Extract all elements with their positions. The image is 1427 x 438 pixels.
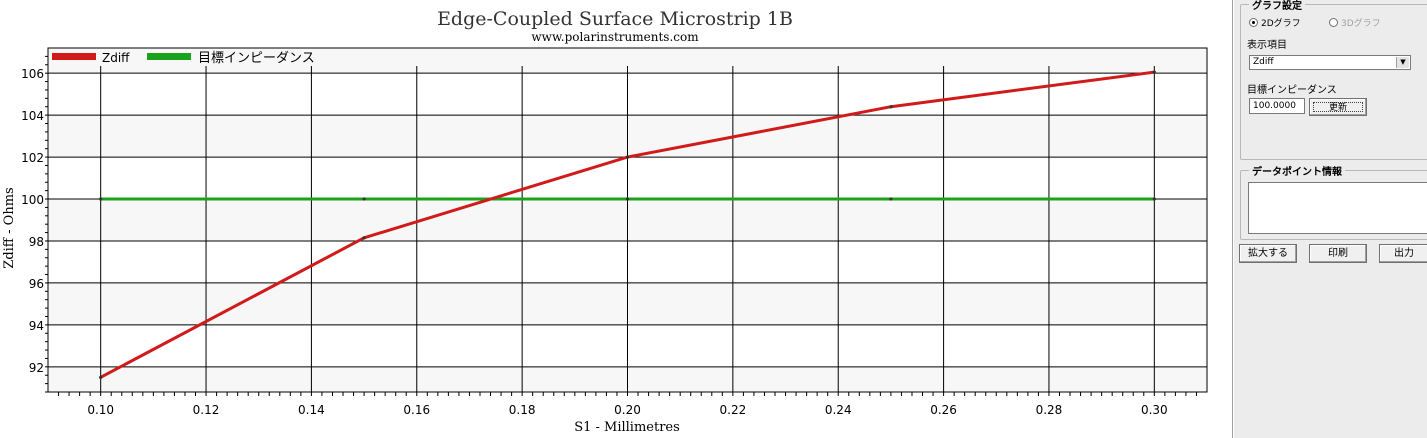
data-point-target	[1152, 197, 1156, 201]
x-tick-label: 0.30	[1141, 403, 1168, 417]
print-button[interactable]: 印刷	[1309, 244, 1367, 263]
data-point-zdiff	[1152, 70, 1156, 74]
x-axis-label: S1 - Millimetres	[574, 420, 680, 435]
x-tick-label: 0.24	[825, 403, 852, 417]
target-impedance-value: 100.0000	[1253, 101, 1296, 111]
data-point-info-title: データポイント情報	[1249, 163, 1345, 178]
update-button[interactable]: 更新	[1309, 98, 1367, 116]
graph-settings-group: グラフ設定 2Dグラフ 3Dグラフ 表示項目 Zdiff ▼ 目標インピーダンス…	[1240, 0, 1427, 160]
export-button[interactable]: 出力	[1379, 244, 1427, 263]
data-point-target	[99, 197, 103, 201]
x-tick-label: 0.26	[930, 403, 957, 417]
x-tick-label: 0.12	[193, 403, 220, 417]
display-item-label: 表示項目	[1247, 40, 1287, 51]
radio-3d-graph[interactable]: 3Dグラフ	[1329, 16, 1381, 29]
chevron-down-icon[interactable]: ▼	[1396, 57, 1409, 68]
y-tick-label: 98	[29, 235, 44, 249]
data-point-zdiff	[362, 236, 366, 240]
x-tick-label: 0.14	[298, 403, 325, 417]
zoom-button-label: 拡大する	[1248, 248, 1288, 259]
side-panel: グラフ設定 2Dグラフ 3Dグラフ 表示項目 Zdiff ▼ 目標インピーダンス…	[1234, 0, 1427, 438]
x-tick-label: 0.22	[720, 403, 747, 417]
legend-label-zdiff: Zdiff	[102, 51, 130, 65]
chart-title: Edge-Coupled Surface Microstrip 1B	[437, 8, 793, 30]
x-tick-label: 0.18	[509, 403, 536, 417]
y-tick-label: 106	[21, 67, 44, 81]
radio-2d-graph[interactable]: 2Dグラフ	[1249, 16, 1301, 29]
data-point-info-box	[1248, 182, 1427, 234]
y-tick-label: 92	[29, 361, 44, 375]
chart-area: 92 94 96 98 100 102 104 106 0.10 0.12 0.14 0.16 0.18…	[0, 0, 1233, 438]
data-point-zdiff	[625, 155, 630, 159]
y-axis-label: Zdiff - Ohms	[2, 187, 17, 268]
data-point-zdiff	[889, 105, 893, 109]
update-button-label: 更新	[1313, 102, 1363, 113]
y-tick-label: 94	[29, 319, 44, 333]
x-tick-label: 0.10	[87, 403, 114, 417]
radio-2d-indicator	[1249, 18, 1258, 27]
data-point-info-group: データポイント情報	[1240, 163, 1427, 240]
chart-subtitle: www.polarinstruments.com	[531, 30, 699, 44]
zoom-button[interactable]: 拡大する	[1239, 244, 1297, 263]
x-tick-label: 0.16	[403, 403, 430, 417]
data-point-target	[362, 197, 366, 201]
display-item-value: Zdiff	[1253, 57, 1274, 67]
legend-label-target: 目標インピーダンス	[198, 51, 315, 66]
data-point-zdiff	[99, 375, 103, 379]
legend-swatch-zdiff	[52, 53, 96, 60]
radio-2d-label: 2Dグラフ	[1261, 19, 1301, 29]
export-button-label: 出力	[1394, 248, 1414, 259]
x-tick-label: 0.20	[614, 403, 641, 417]
radio-3d-indicator	[1329, 18, 1338, 27]
display-item-select[interactable]: Zdiff ▼	[1249, 55, 1411, 70]
y-tick-label: 96	[29, 277, 44, 291]
y-tick-label: 104	[21, 109, 44, 123]
radio-3d-label: 3Dグラフ	[1341, 19, 1381, 29]
graph-settings-title: グラフ設定	[1249, 0, 1305, 12]
print-button-label: 印刷	[1328, 248, 1348, 259]
data-point-target	[625, 197, 630, 201]
y-tick-label: 100	[21, 193, 44, 207]
y-tick-label: 102	[21, 151, 44, 165]
x-tick-label: 0.28	[1036, 403, 1063, 417]
legend: Zdiff 目標インピーダンス	[52, 51, 315, 66]
legend-swatch-target	[147, 53, 191, 60]
data-point-target	[889, 197, 893, 201]
line-chart: 92 94 96 98 100 102 104 106 0.10 0.12 0.14 0.16 0.18…	[2, 8, 1208, 435]
target-impedance-label: 目標インピーダンス	[1247, 85, 1337, 96]
target-impedance-input[interactable]: 100.0000	[1249, 98, 1305, 114]
